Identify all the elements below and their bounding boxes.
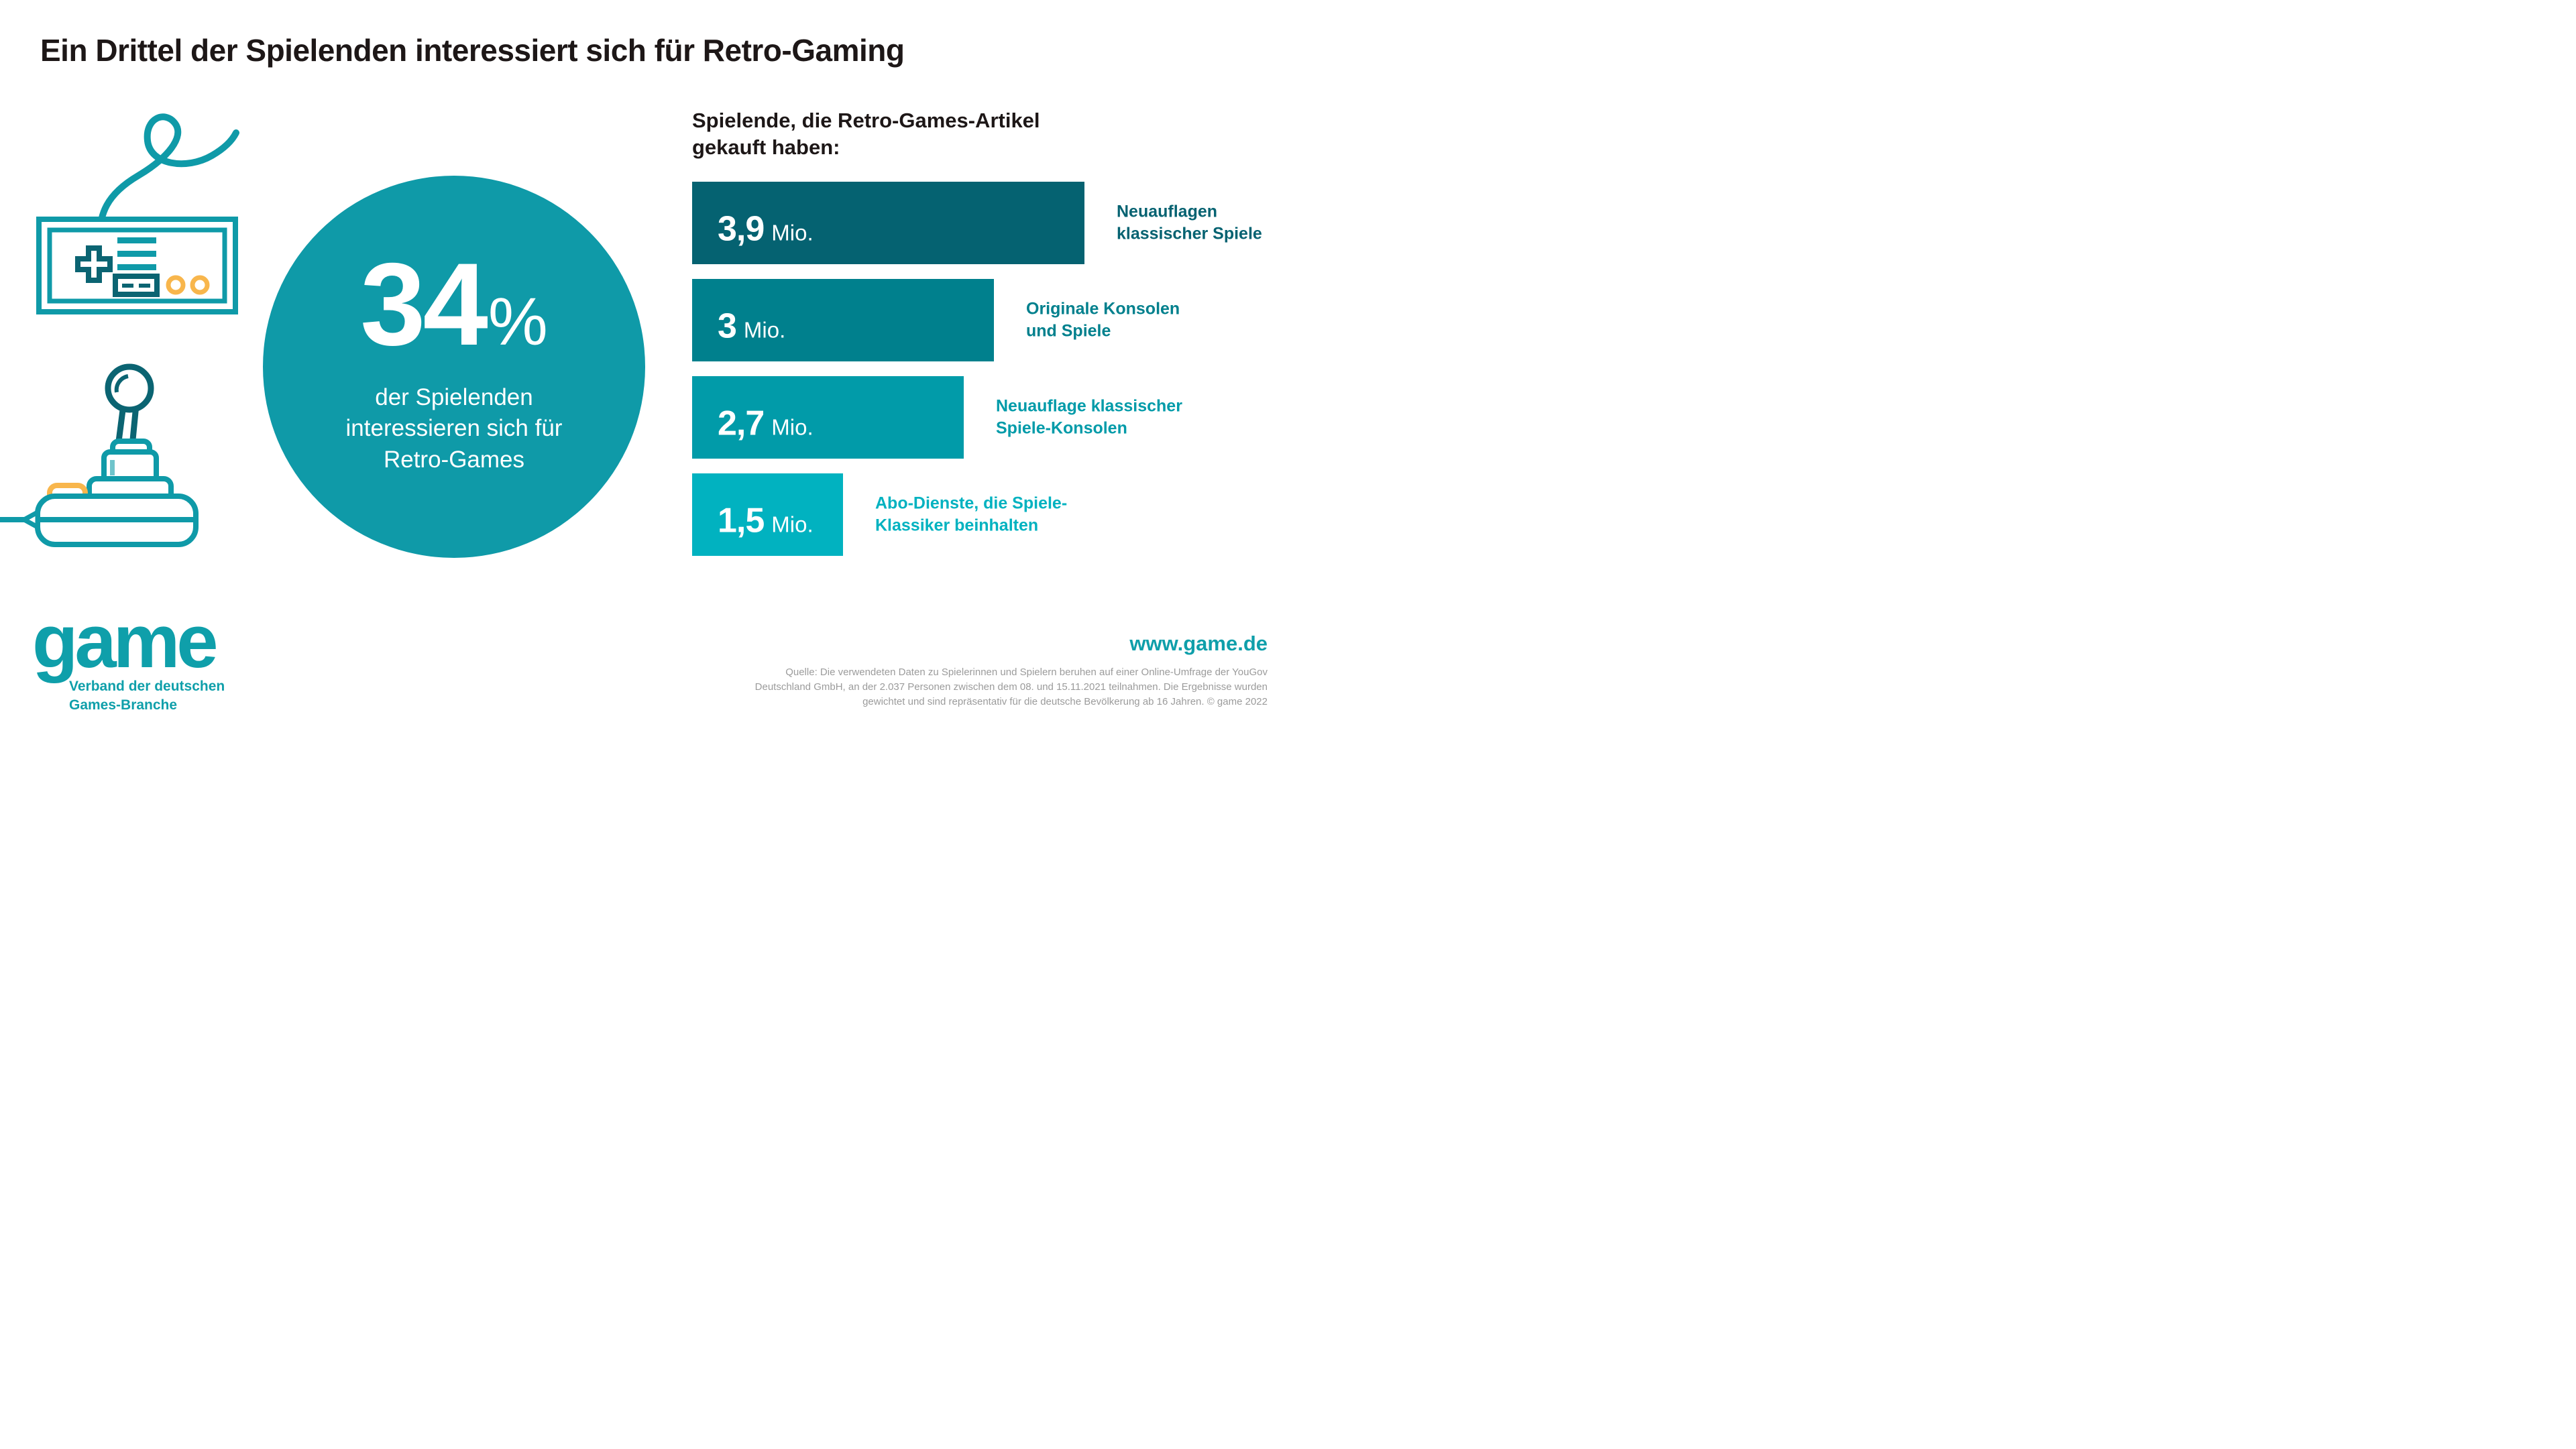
bar-category-label: Originale Konsolen und Spiele [1026,299,1180,341]
action-button-icon [166,275,186,295]
bar-neuauflagen-spiele: 3,9 Mio. [692,181,1084,264]
action-button-icon [190,275,210,295]
joystick-ball [105,363,154,413]
bar-row: 1,5 Mio. Abo-Dienste, die Spiele- Klassi… [692,473,1269,556]
bar-chart: Spielende, die Retro-Games-Artikel gekau… [692,107,1269,571]
select-start-buttons [113,274,160,297]
joystick-icon [0,363,199,547]
bar-row: 3 Mio. Originale Konsolen und Spiele [692,278,1269,361]
highlight-percentage: 34 % [360,246,548,363]
bar-category-label: Abo-Dienste, die Spiele- Klassiker beinh… [875,494,1068,535]
bar-unit: Mio. [771,512,814,537]
bar-unit: Mio. [743,317,786,343]
highlight-value: 34 [360,239,488,370]
game-logo-wordmark: game [32,599,219,683]
bar-abo-dienste: 1,5 Mio. [692,473,843,556]
bar-value: 1,5 [718,501,765,540]
game-logo: game Verband der deutschen Games-Branche [32,599,225,714]
dpad-cross [75,245,113,283]
bar-value: 2,7 [718,404,765,443]
bar-category-label: Neuauflage klassischer Spiele-Konsolen [996,396,1182,438]
bar-value: 3,9 [718,209,765,249]
bar-unit: Mio. [771,220,814,245]
retro-gamepad-icon [36,113,239,314]
bar-row: 2,7 Mio. Neuauflage klassischer Spiele-K… [692,375,1269,459]
chart-heading: Spielende, die Retro-Games-Artikel gekau… [692,109,1040,160]
game-logo-subtitle: Verband der deutschen Games-Branche [69,679,225,713]
page-title: Ein Drittel der Spielenden interessiert … [40,33,905,68]
bar-originale-konsolen: 3 Mio. [692,278,994,361]
bar-value: 3 [718,306,737,346]
website-url: www.game.de [1129,632,1268,655]
highlight-circle: 34 % der Spielenden interessieren sich f… [263,176,645,558]
bar-neuauflage-konsolen: 2,7 Mio. [692,375,964,459]
source-note: Quelle: Die verwendeten Daten zu Spieler… [754,666,1268,707]
infographic-canvas: Ein Drittel der Spielenden interessiert … [0,0,1288,724]
percent-sign: % [488,284,548,359]
bar-row: 3,9 Mio. Neuauflagen klassischer Spiele [692,181,1269,264]
bar-unit: Mio. [771,414,814,440]
bar-category-label: Neuauflagen klassischer Spiele [1117,202,1262,243]
highlight-caption: der Spielenden interessieren sich für Re… [345,384,563,473]
